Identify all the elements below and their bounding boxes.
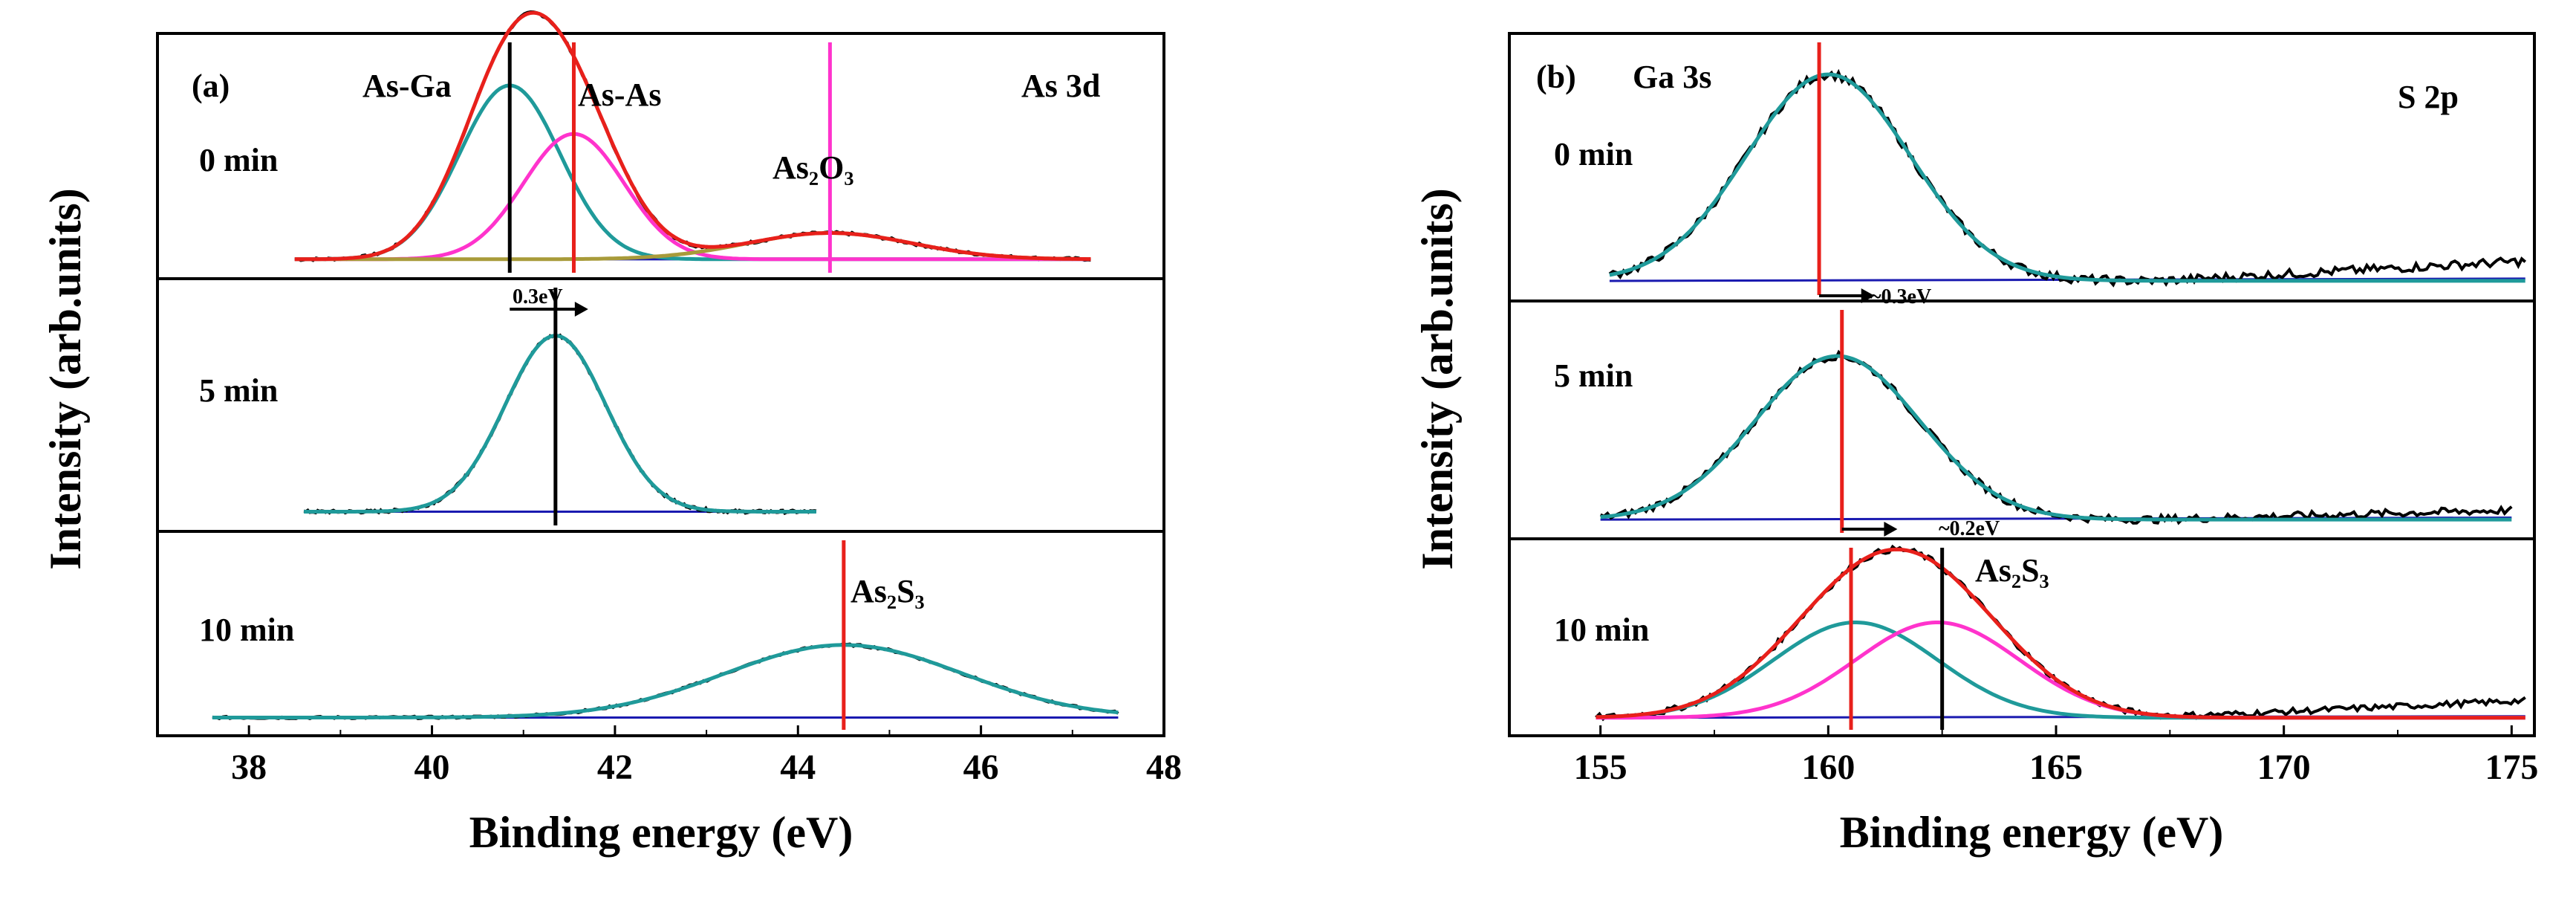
x-tick-label: 40 (414, 748, 450, 787)
panel-a-xlabel: Binding energy (eV) (469, 808, 853, 857)
plot-frame-b (1508, 32, 2536, 737)
time-label: 10 min (1554, 612, 1649, 648)
panel-b: Intensity (arb.units) Binding energy (eV… (1413, 32, 2538, 857)
peak-label: Ga 3s (1633, 59, 1711, 95)
x-tick-label: 46 (963, 748, 999, 787)
fit-component-line (1596, 621, 2525, 720)
x-tick-label: 42 (597, 748, 633, 787)
raw-data-line (294, 10, 1091, 262)
x-tick-label: 160 (1801, 748, 1855, 787)
fit-component-line (1596, 621, 2525, 720)
fit-component-line (294, 132, 1091, 262)
panel-b-label: (b) (1536, 59, 1576, 95)
panel-a-label: (a) (192, 68, 230, 104)
raw-data-line (303, 333, 817, 516)
fit-envelope-line (1596, 547, 2525, 720)
time-label: 10 min (199, 612, 294, 648)
raw-data-line (1599, 349, 2513, 525)
shift-arrowhead (1861, 288, 1875, 303)
time-label: 5 min (199, 372, 278, 409)
x-tick-label: 175 (2485, 748, 2538, 787)
fit-component-line (1609, 72, 2525, 283)
shift-arrowhead (1884, 522, 1898, 537)
x-tick-label: 170 (2257, 748, 2311, 787)
fit-component-line (1600, 354, 2512, 522)
time-label: 5 min (1554, 357, 1633, 394)
time-label: 0 min (199, 142, 278, 178)
peak-label: As-As (578, 77, 661, 113)
plot-frame-a (156, 32, 1165, 737)
raw-data-line (1608, 68, 2527, 288)
shift-label: ~0.2eV (1939, 517, 2000, 540)
fit-component-line (212, 643, 1119, 719)
shift-label: ~0.3eV (1870, 285, 1931, 308)
panel-a-title: As 3d (1021, 68, 1100, 104)
x-tick-label: 44 (780, 748, 816, 787)
peak-label: As₂S₃ (1975, 552, 2049, 589)
raw-data-line (1595, 544, 2526, 722)
shift-label: 0.3eV (513, 285, 563, 308)
panel-b-xlabel: Binding energy (eV) (1840, 808, 2224, 857)
fit-component-line (294, 83, 1091, 262)
fit-component-line (304, 334, 816, 514)
peak-label: As-Ga (362, 68, 452, 104)
x-tick-label: 155 (1574, 748, 1627, 787)
peak-label: As₂O₃ (773, 149, 854, 186)
time-label: 0 min (1554, 136, 1633, 172)
panel-a-ylabel: Intensity (arb.units) (41, 188, 90, 569)
panel-b-ylabel: Intensity (arb.units) (1413, 188, 1462, 569)
x-tick-label: 165 (2029, 748, 2083, 787)
x-tick-label: 48 (1146, 748, 1182, 787)
peak-label: As₂S₃ (850, 573, 925, 609)
panel-b-title: S 2p (2398, 79, 2459, 115)
shift-arrowhead (574, 302, 588, 317)
panel-a: Intensity (arb.units) Binding energy (eV… (41, 10, 1182, 857)
fit-envelope-line (294, 10, 1091, 262)
x-tick-label: 38 (231, 748, 267, 787)
